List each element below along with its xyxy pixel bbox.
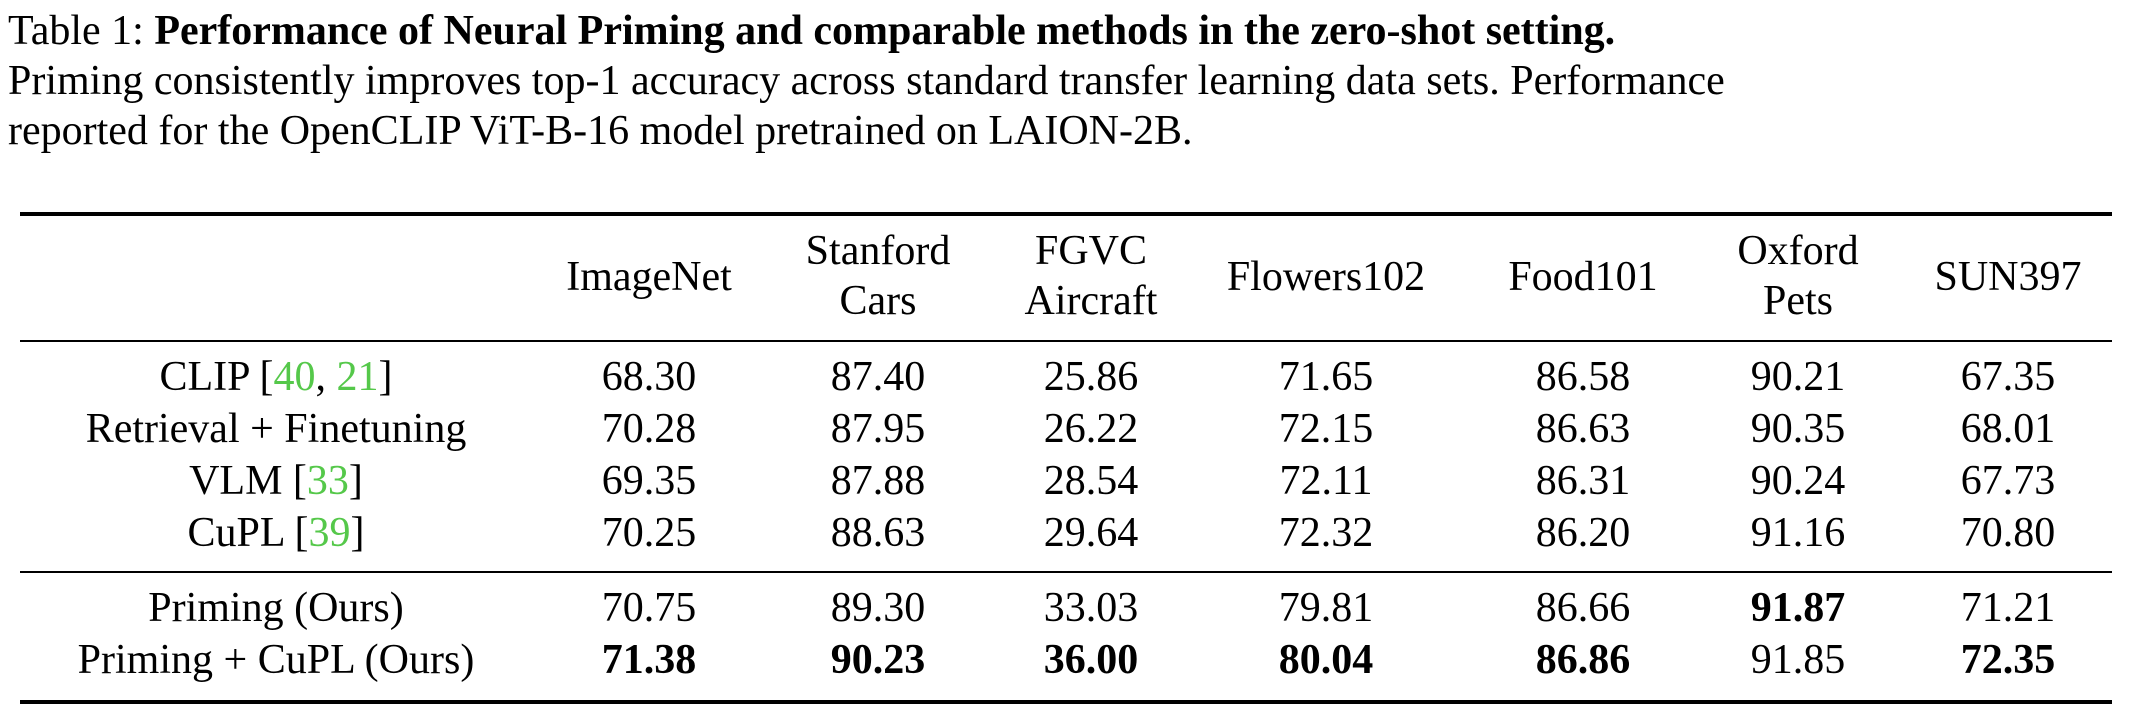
table-cell: 79.81	[1278, 585, 1374, 631]
table-cell: 86.86	[1535, 637, 1631, 683]
table-cell: 67.35	[1960, 354, 2056, 400]
table-cell: 86.63	[1535, 406, 1631, 452]
caption-title: Performance of Neural Priming and compar…	[154, 8, 1616, 54]
table-cell: 33.03	[1043, 585, 1139, 631]
table-cell: 90.24	[1750, 458, 1846, 504]
table-cell: 68.01	[1960, 406, 2056, 452]
table-cell: 87.40	[830, 354, 926, 400]
table-cell: 36.00	[1043, 637, 1139, 683]
table-cell: 86.58	[1535, 354, 1631, 400]
citation-bracket: ]	[378, 354, 393, 400]
caption-line-2: Priming consistently improves top-1 accu…	[8, 58, 1725, 104]
table-cell: 71.65	[1278, 354, 1374, 400]
row-method: Priming + CuPL (Ours)	[20, 635, 532, 685]
table-caption: Table 1: Performance of Neural Priming a…	[8, 6, 2136, 156]
table-cell: 91.16	[1750, 510, 1846, 556]
top-rule	[20, 212, 2112, 216]
table-cell: 90.35	[1750, 406, 1846, 452]
method-name: CLIP [	[159, 354, 274, 400]
table-cell: 88.63	[830, 510, 926, 556]
table-cell: 71.38	[601, 637, 697, 683]
table-cell: 87.88	[830, 458, 926, 504]
caption-line-3: reported for the OpenCLIP ViT-B-16 model…	[8, 108, 1193, 154]
col-header-line1: Stanford	[805, 228, 951, 274]
table-cell: 70.80	[1960, 510, 2056, 556]
table-cell: 29.64	[1043, 510, 1139, 556]
method-name: VLM [	[189, 458, 307, 504]
table-cell: 70.28	[601, 406, 697, 452]
col-header-line2: Pets	[1762, 278, 1833, 324]
col-header-line2: Cars	[839, 278, 917, 324]
table-cell: 25.86	[1043, 354, 1139, 400]
table-cell: 72.15	[1278, 406, 1374, 452]
citation-link[interactable]: 39	[308, 510, 351, 556]
table-cell: 28.54	[1043, 458, 1139, 504]
table-cell: 72.32	[1278, 510, 1374, 556]
col-header-line1: Oxford	[1737, 228, 1859, 274]
table-cell: 71.21	[1960, 585, 2056, 631]
row-method: CLIP [40, 21]	[20, 352, 532, 402]
table-cell: 89.30	[830, 585, 926, 631]
row-method: Priming (Ours)	[20, 583, 532, 633]
table-cell: 87.95	[830, 406, 926, 452]
method-name: Priming + CuPL (Ours)	[77, 637, 475, 683]
row-method: CuPL [39]	[20, 508, 532, 558]
table-cell: 90.23	[830, 637, 926, 683]
table-cell: 26.22	[1043, 406, 1139, 452]
table-cell: 91.85	[1750, 637, 1846, 683]
citation-separator: ,	[315, 354, 337, 400]
table-cell: 70.25	[601, 510, 697, 556]
citation-link[interactable]: 40	[273, 354, 316, 400]
col-header-imagenet: ImageNet	[540, 252, 758, 302]
table-cell: 68.30	[601, 354, 697, 400]
table-cell: 70.75	[601, 585, 697, 631]
col-header-food101: Food101	[1480, 252, 1686, 302]
table-cell: 91.87	[1750, 585, 1846, 631]
method-name: CuPL [	[187, 510, 309, 556]
citation-bracket: ]	[348, 458, 363, 504]
col-header-line1: Food101	[1508, 254, 1658, 300]
col-header-line2: Aircraft	[1024, 278, 1158, 324]
col-header-fgvc-aircraft: FGVC Aircraft	[998, 226, 1184, 326]
table-cell: 72.11	[1279, 458, 1373, 504]
row-method: VLM [33]	[20, 456, 532, 506]
row-method: Retrieval + Finetuning	[20, 404, 532, 454]
col-header-stanford-cars: Stanford Cars	[778, 226, 978, 326]
citation-bracket: ]	[350, 510, 365, 556]
col-header-oxford-pets: Oxford Pets	[1700, 226, 1896, 326]
col-header-line1: SUN397	[1934, 254, 2082, 300]
table-cell: 80.04	[1278, 637, 1374, 683]
table-cell: 86.66	[1535, 585, 1631, 631]
col-header-line1: ImageNet	[566, 254, 732, 300]
table-cell: 90.21	[1750, 354, 1846, 400]
citation-link[interactable]: 33	[306, 458, 349, 504]
caption-line-1: Table 1: Performance of Neural Priming a…	[8, 6, 2136, 56]
col-header-sun397: SUN397	[1900, 252, 2116, 302]
caption-label: Table 1:	[8, 8, 155, 54]
table-cell: 86.20	[1535, 510, 1631, 556]
method-name: Retrieval + Finetuning	[85, 406, 467, 452]
col-header-flowers102: Flowers102	[1210, 252, 1442, 302]
col-header-line1: FGVC	[1034, 228, 1148, 274]
table-cell: 69.35	[601, 458, 697, 504]
table-cell: 86.31	[1535, 458, 1631, 504]
table-cell: 67.73	[1960, 458, 2056, 504]
citation-link[interactable]: 21	[336, 354, 379, 400]
header-rule	[20, 340, 2112, 342]
col-header-line1: Flowers102	[1226, 254, 1426, 300]
bottom-rule	[20, 700, 2112, 704]
group-rule	[20, 571, 2112, 573]
table-cell: 72.35	[1960, 637, 2056, 683]
method-name: Priming (Ours)	[148, 585, 404, 631]
